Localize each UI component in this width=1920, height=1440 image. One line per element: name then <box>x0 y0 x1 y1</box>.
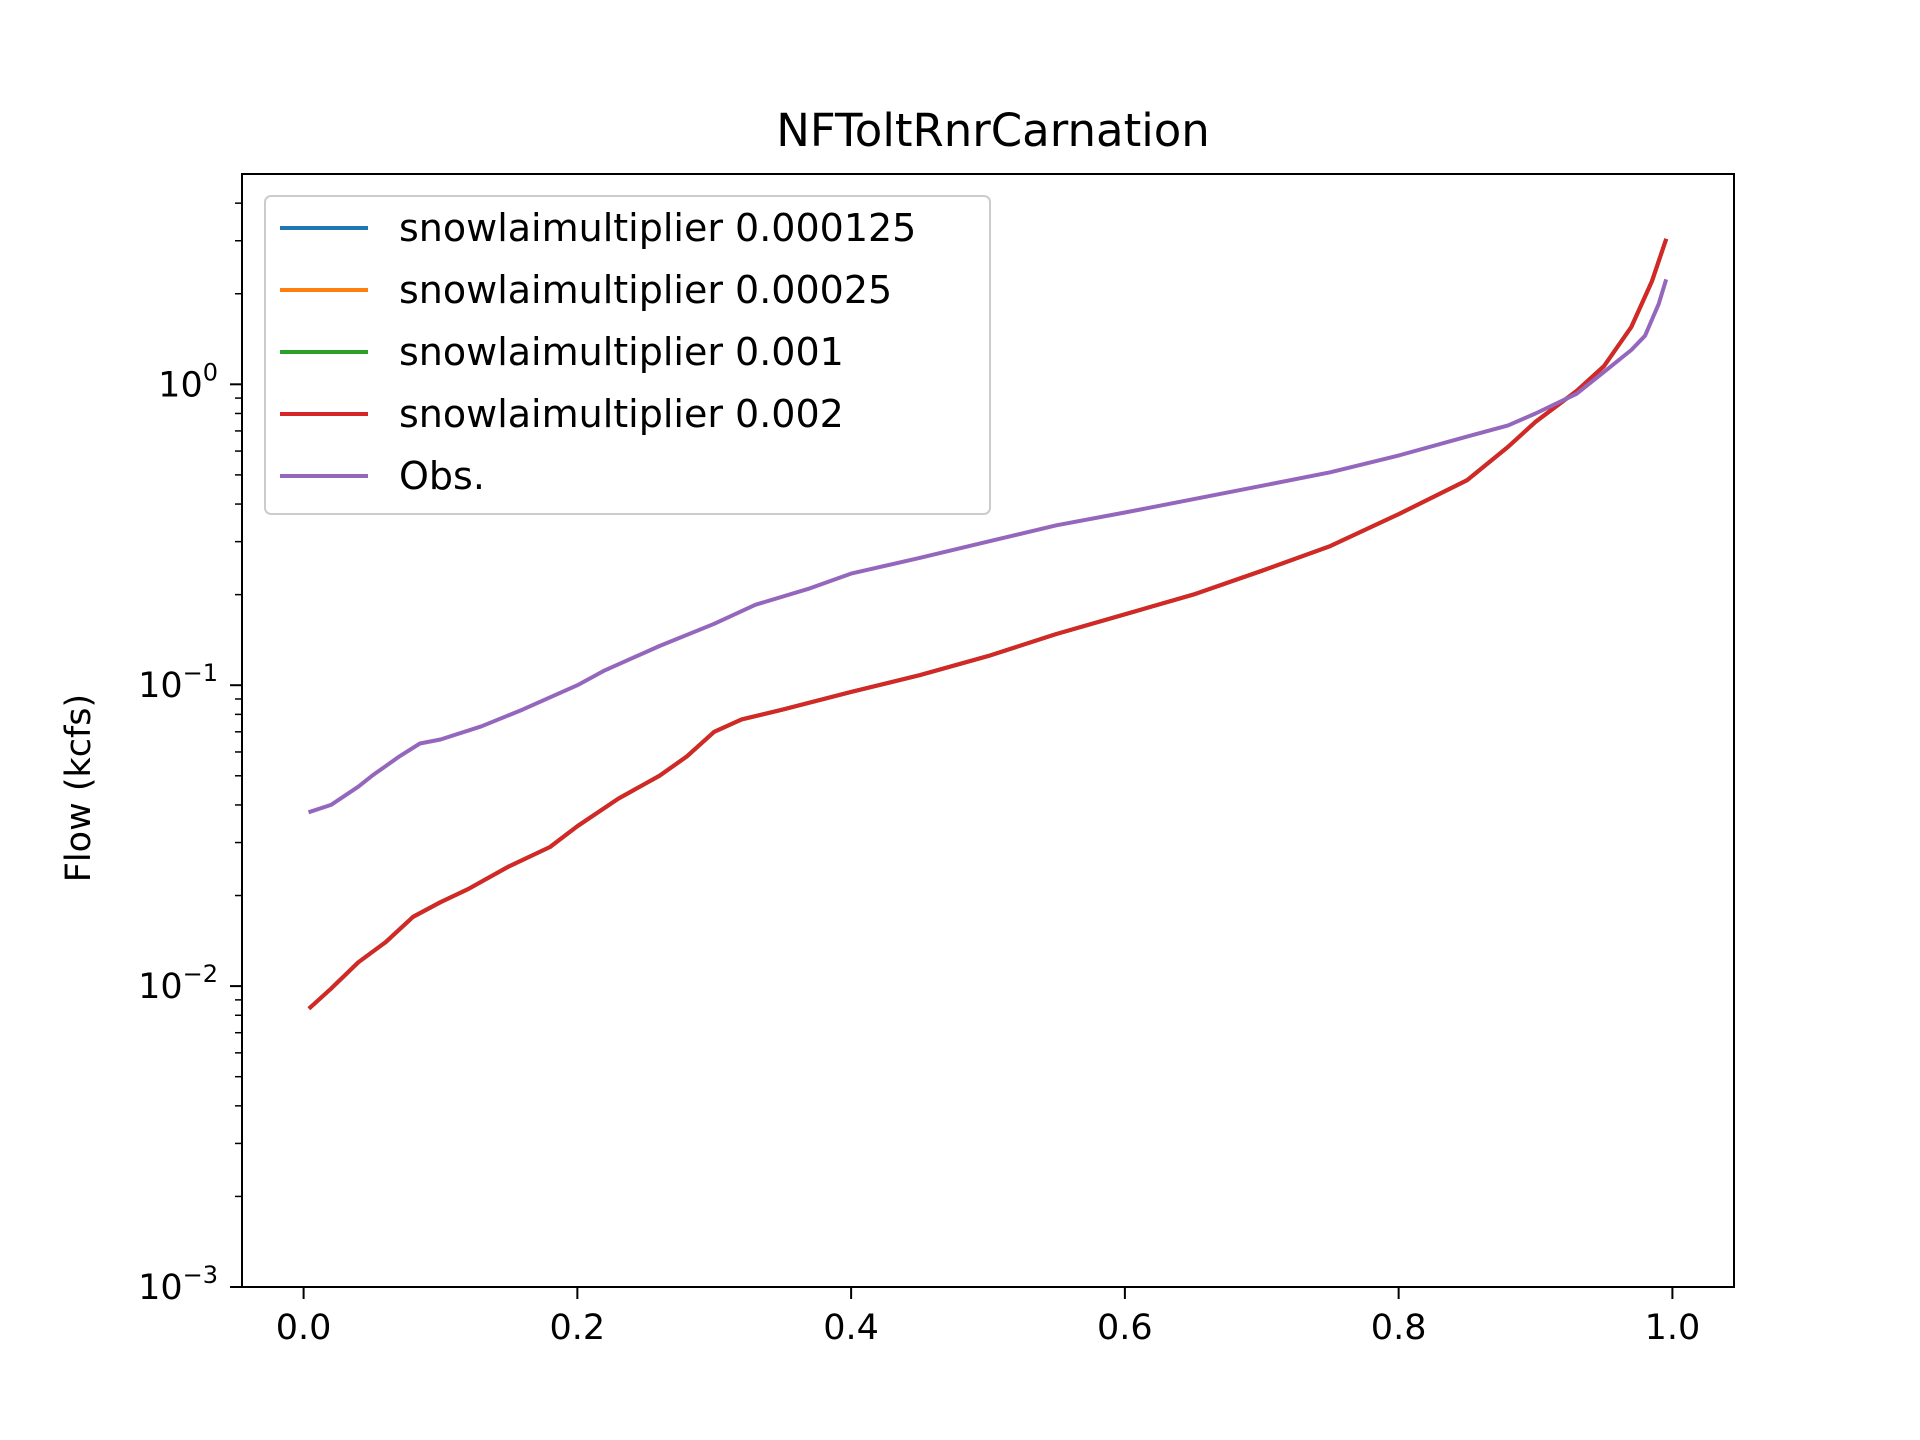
series-layer <box>307 238 1669 1011</box>
x-tick-label: 0.2 <box>550 1308 606 1348</box>
legend: snowlaimultiplier 0.000125 snowlaimultipl… <box>264 195 991 515</box>
x-tick-label: 0.8 <box>1371 1308 1427 1348</box>
series-line-4 <box>307 278 1669 815</box>
plot-frame <box>241 173 1735 1288</box>
axes-layer: 0.0 0.2 0.4 0.6 0.8 1.0 10−3 10−2 10−1 100 <box>138 173 1735 1348</box>
chart-title: NFToltRnrCarnation <box>776 104 1210 157</box>
series-line-3 <box>307 238 1669 1011</box>
legend-label: Obs. <box>399 454 485 498</box>
y-tick-label: 10−1 <box>138 659 218 706</box>
y-tick-label: 10−2 <box>138 960 218 1007</box>
y-tick-label: 100 <box>158 358 218 405</box>
x-tick-label: 0.6 <box>1097 1308 1153 1348</box>
legend-label: snowlaimultiplier 0.000125 <box>399 206 916 250</box>
y-axis-label: Flow (kcfs) <box>59 694 99 882</box>
y-tick-label: 10−3 <box>138 1261 218 1308</box>
legend-label: snowlaimultiplier 0.002 <box>399 392 844 436</box>
legend-label: snowlaimultiplier 0.00025 <box>399 268 892 312</box>
x-tick-label: 1.0 <box>1645 1308 1701 1348</box>
x-tick-label: 0.4 <box>823 1308 879 1348</box>
legend-label: snowlaimultiplier 0.001 <box>399 330 844 374</box>
legend-box <box>264 195 991 515</box>
x-tick-label: 0.0 <box>276 1308 332 1348</box>
